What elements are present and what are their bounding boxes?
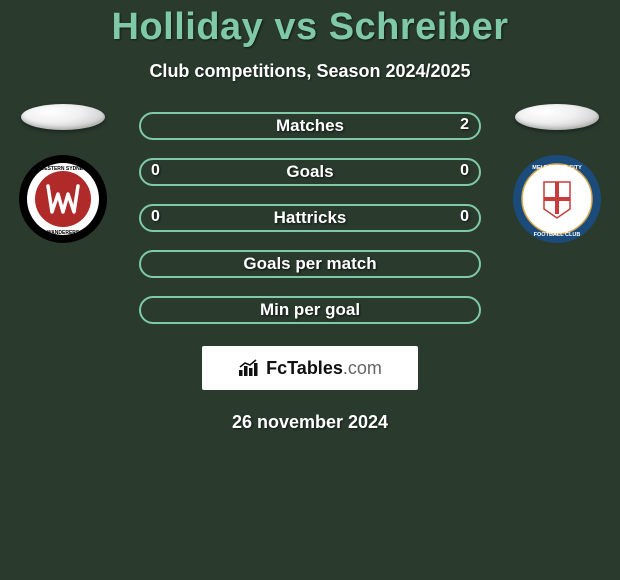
- brand-text: FcTables.com: [266, 358, 382, 379]
- svg-text:WESTERN SYDNEY: WESTERN SYDNEY: [40, 166, 88, 172]
- chart-icon: [238, 359, 260, 377]
- svg-text:FOOTBALL CLUB: FOOTBALL CLUB: [534, 232, 581, 238]
- stat-value-right: 2: [460, 116, 469, 134]
- team-badge-right: MELBOURNE CITY FOOTBALL CLUB: [512, 154, 602, 244]
- stat-value-left: 0: [151, 208, 160, 226]
- player-photo-placeholder-left: [21, 104, 105, 130]
- stats-rows: Matches 2 0 Goals 0 0 Hattricks 0 Goals …: [139, 112, 481, 324]
- team-badge-left: WESTERN SYDNEY WANDERERS: [18, 154, 108, 244]
- left-side: WESTERN SYDNEY WANDERERS: [18, 104, 108, 244]
- subtitle: Club competitions, Season 2024/2025: [149, 61, 470, 82]
- stat-label: Hattricks: [274, 208, 347, 228]
- stat-label: Goals: [286, 162, 333, 182]
- stat-row: 0 Hattricks 0: [139, 204, 481, 232]
- infographic-container: Holliday vs Schreiber Club competitions,…: [0, 0, 620, 433]
- stat-label: Goals per match: [243, 254, 376, 274]
- date-text: 26 november 2024: [0, 412, 620, 433]
- player-photo-placeholder-right: [515, 104, 599, 130]
- svg-text:WANDERERS: WANDERERS: [47, 230, 80, 236]
- right-side: MELBOURNE CITY FOOTBALL CLUB: [512, 104, 602, 244]
- brand-box: FcTables.com: [202, 346, 418, 390]
- brand-name: FcTables: [266, 358, 343, 378]
- stat-label: Matches: [276, 116, 344, 136]
- stat-row: Min per goal: [139, 296, 481, 324]
- svg-text:MELBOURNE CITY: MELBOURNE CITY: [532, 165, 582, 171]
- wanderers-badge-icon: WESTERN SYDNEY WANDERERS: [18, 154, 108, 244]
- stat-row: Matches 2: [139, 112, 481, 140]
- stat-label: Min per goal: [260, 300, 360, 320]
- stat-value-right: 0: [460, 162, 469, 180]
- stat-row: 0 Goals 0: [139, 158, 481, 186]
- stat-row: Goals per match: [139, 250, 481, 278]
- page-title: Holliday vs Schreiber: [112, 6, 509, 49]
- melbourne-city-badge-icon: MELBOURNE CITY FOOTBALL CLUB: [512, 154, 602, 244]
- stat-value-left: 0: [151, 162, 160, 180]
- content-area: WESTERN SYDNEY WANDERERS MELBOURNE CIT: [0, 112, 620, 433]
- stat-value-right: 0: [460, 208, 469, 226]
- brand-suffix: .com: [343, 358, 382, 378]
